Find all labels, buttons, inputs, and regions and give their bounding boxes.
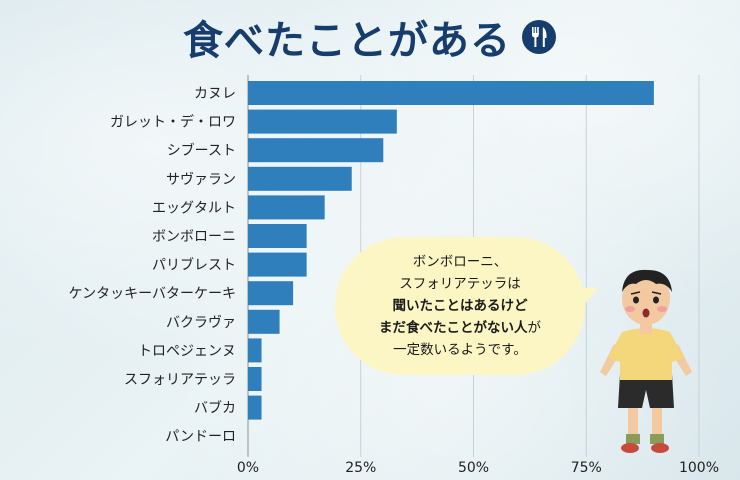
bubble-line-1: ボンボローニ、 — [412, 254, 508, 270]
speech-bubble: ボンボローニ、 スフォリアテッラは 聞いたことはあるけど まだ食べたことがない人… — [335, 237, 585, 375]
x-tick-label: 0% — [237, 460, 259, 476]
category-labels: カヌレガレット・デ・ロワシブーストサヴァランエッグタルトボンボローニパリブレスト… — [69, 86, 236, 445]
bars — [248, 81, 654, 420]
category-label: エッグタルト — [152, 200, 236, 216]
bubble-line-5: 一定数いるようです。 — [393, 342, 527, 358]
bar — [248, 367, 262, 391]
x-tick-label: 25% — [345, 460, 376, 476]
bar — [248, 109, 397, 134]
bar — [248, 395, 262, 420]
x-tick-label: 100% — [679, 460, 719, 476]
category-label: シブースト — [167, 142, 236, 159]
bar — [248, 224, 307, 248]
bubble-line-4-rest: が — [527, 320, 542, 336]
surprised-child-illustration — [600, 269, 692, 453]
bar — [248, 138, 384, 163]
bar — [248, 338, 262, 363]
bar — [248, 166, 352, 191]
bar — [248, 252, 307, 277]
category-label: サヴァラン — [166, 171, 236, 188]
bar — [248, 195, 325, 220]
category-label: パンドーロ — [165, 429, 236, 445]
x-tick-label: 50% — [458, 460, 489, 476]
bar — [248, 309, 280, 334]
bar — [248, 281, 294, 306]
bubble-line-2: スフォリアテッラは — [399, 276, 521, 292]
title-bar: 食べたことがある — [0, 8, 740, 66]
category-label: スフォリアテッラ — [124, 372, 236, 388]
category-label: バクラヴァ — [166, 314, 236, 331]
bubble-line-3: 聞いたことはあるけど — [392, 298, 528, 314]
category-label: バブカ — [194, 400, 236, 417]
category-label: トロペジェンヌ — [138, 343, 236, 359]
category-label: ボンボローニ — [152, 229, 236, 245]
bar — [248, 81, 654, 105]
bubble-line-4-bold: まだ食べたことがない人 — [379, 320, 528, 336]
category-label: カヌレ — [194, 86, 236, 102]
category-label: パリブレスト — [152, 257, 236, 274]
chart-title: 食べたことがある — [183, 18, 511, 64]
bubble-line-4: まだ食べたことがない人が — [379, 317, 541, 339]
category-label: ケンタッキーバターケーキ — [69, 286, 236, 302]
fork-knife-icon — [522, 20, 556, 54]
x-tick-label: 75% — [571, 460, 602, 476]
category-label: ガレット・デ・ロワ — [110, 114, 236, 131]
x-tick-labels: 0% 25% 50% 75% 100% — [237, 460, 719, 476]
